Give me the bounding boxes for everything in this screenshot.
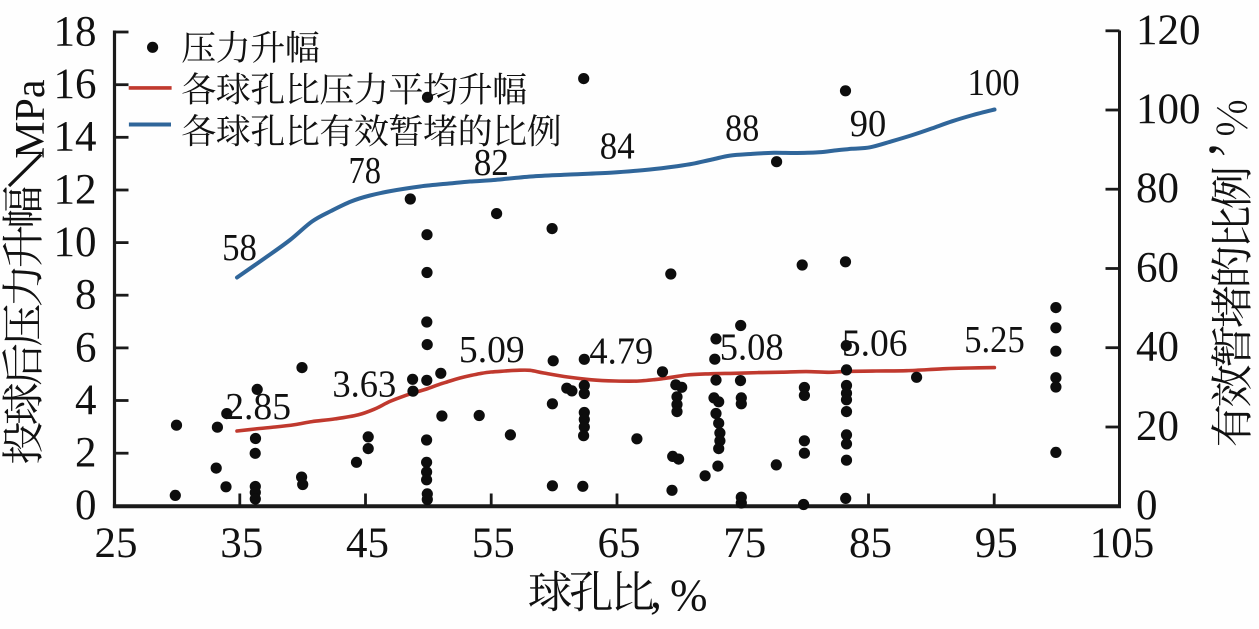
svg-text:MPa: MPa — [8, 79, 54, 159]
svg-text:0: 0 — [1136, 482, 1158, 529]
svg-text:5.06: 5.06 — [842, 323, 908, 365]
svg-text:78: 78 — [348, 150, 381, 192]
svg-text:12: 12 — [54, 166, 97, 213]
svg-text:20: 20 — [1136, 403, 1179, 450]
svg-text:65: 65 — [598, 520, 641, 567]
svg-text:%: % — [670, 571, 708, 621]
svg-text:84: 84 — [600, 126, 635, 168]
svg-text:4: 4 — [75, 377, 97, 424]
svg-text:75: 75 — [723, 520, 766, 567]
svg-text:8: 8 — [75, 272, 97, 319]
svg-text:5.25: 5.25 — [964, 319, 1025, 361]
svg-text:25: 25 — [95, 520, 138, 567]
svg-text:60: 60 — [1136, 245, 1179, 292]
svg-text:95: 95 — [975, 520, 1018, 567]
svg-text:2.85: 2.85 — [225, 386, 291, 428]
svg-text:6: 6 — [75, 324, 97, 371]
svg-text:58: 58 — [222, 227, 257, 269]
svg-text:,: , — [650, 566, 662, 619]
svg-text:3.63: 3.63 — [332, 364, 396, 406]
svg-text:55: 55 — [472, 520, 515, 567]
svg-text:82: 82 — [474, 142, 509, 184]
svg-text:88: 88 — [725, 108, 759, 150]
svg-text:105: 105 — [1090, 520, 1155, 567]
svg-text:2: 2 — [75, 430, 97, 477]
svg-text:90: 90 — [850, 103, 887, 145]
svg-text:80: 80 — [1136, 165, 1179, 212]
svg-text:10: 10 — [54, 219, 97, 266]
svg-text:45: 45 — [346, 520, 389, 567]
svg-text:100: 100 — [1136, 86, 1201, 133]
svg-text:5.08: 5.08 — [720, 327, 784, 369]
svg-text:14: 14 — [54, 114, 97, 161]
svg-text:4.79: 4.79 — [589, 331, 653, 373]
svg-text:35: 35 — [220, 520, 263, 567]
svg-text:0: 0 — [75, 482, 97, 529]
svg-text:5.09: 5.09 — [459, 329, 525, 371]
svg-text:18: 18 — [54, 8, 97, 55]
svg-text:85: 85 — [849, 520, 892, 567]
svg-text:100: 100 — [968, 62, 1020, 104]
svg-text:40: 40 — [1136, 324, 1179, 371]
svg-text:16: 16 — [54, 61, 97, 108]
svg-text:120: 120 — [1136, 7, 1201, 54]
